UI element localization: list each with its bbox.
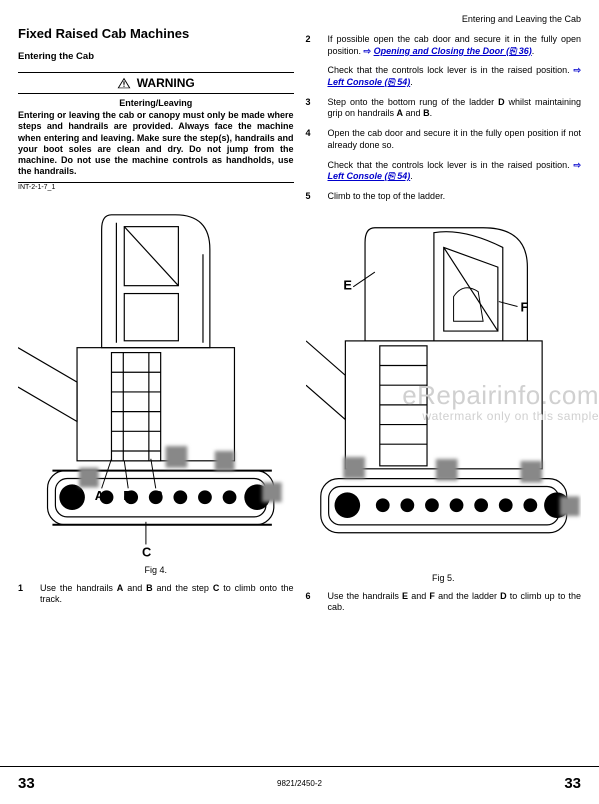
step-6: 6 Use the handrails E and F and the ladd… [306, 591, 582, 614]
warning-heading: Entering/Leaving [18, 98, 294, 108]
fig4-caption: Fig 4. [18, 565, 294, 575]
link-left-console[interactable]: Left Console (⎘ 54) [328, 171, 411, 181]
warning-label-text: WARNING [137, 76, 195, 90]
step-4b: Check that the controls lock lever is in… [306, 160, 582, 183]
warning-ref: INT-2-1-7_1 [18, 182, 294, 191]
section-title: Fixed Raised Cab Machines [18, 26, 294, 41]
label-a: A [95, 488, 104, 503]
figure-5-svg: E F [306, 213, 582, 567]
label-d: D [123, 488, 132, 503]
figure-4-area: A D B C Fig 4. 1 Use the handrails A and… [18, 205, 294, 757]
figure-4-svg: A D B C [18, 205, 294, 559]
page-num-left: 33 [18, 775, 35, 792]
label-e: E [343, 277, 352, 292]
footer: 33 9821/2450-2 33 [0, 766, 599, 804]
fig5-caption: Fig 5. [306, 573, 582, 583]
link-left-console[interactable]: Left Console (⎘ 54) [328, 77, 411, 87]
link-arrow-icon: ⇨ [573, 160, 581, 170]
step-3: 3 Step onto the bottom rung of the ladde… [306, 97, 582, 120]
page-body: Fixed Raised Cab Machines Entering the C… [0, 0, 599, 756]
doc-id: 9821/2450-2 [277, 779, 322, 788]
step-4: 4 Open the cab door and secure it in the… [306, 128, 582, 151]
step-2: 2 If possible open the cab door and secu… [306, 34, 582, 57]
step-5: 5 Climb to the top of the ladder. [306, 191, 582, 203]
step-2b: Check that the controls lock lever is in… [306, 65, 582, 88]
label-c: C [142, 544, 151, 559]
right-column: Entering and Leaving the Cab 2 If possib… [306, 14, 582, 756]
sub-title: Entering the Cab [18, 51, 294, 62]
label-f: F [520, 299, 528, 314]
link-opening-door[interactable]: Opening and Closing the Door (⎘ 36) [374, 46, 532, 56]
warning-icon [117, 77, 131, 89]
step-1: 1 Use the handrails A and B and the step… [18, 583, 294, 606]
warning-body: Entering or leaving the cab or canopy mu… [18, 110, 294, 178]
figure-5-area: E F Fig 5. 6 Use the handrails E and F a… [306, 213, 582, 756]
page-num-right: 33 [564, 775, 581, 792]
link-arrow-icon: ⇨ [364, 46, 374, 56]
warning-box: WARNING [18, 72, 294, 94]
link-arrow-icon: ⇨ [573, 65, 581, 75]
breadcrumb: Entering and Leaving the Cab [306, 14, 582, 24]
step-body: Use the handrails A and B and the step C… [40, 583, 294, 606]
step-num: 1 [18, 583, 30, 606]
warning-label: WARNING [18, 76, 294, 90]
label-b: B [154, 488, 163, 503]
left-column: Fixed Raised Cab Machines Entering the C… [18, 14, 294, 756]
